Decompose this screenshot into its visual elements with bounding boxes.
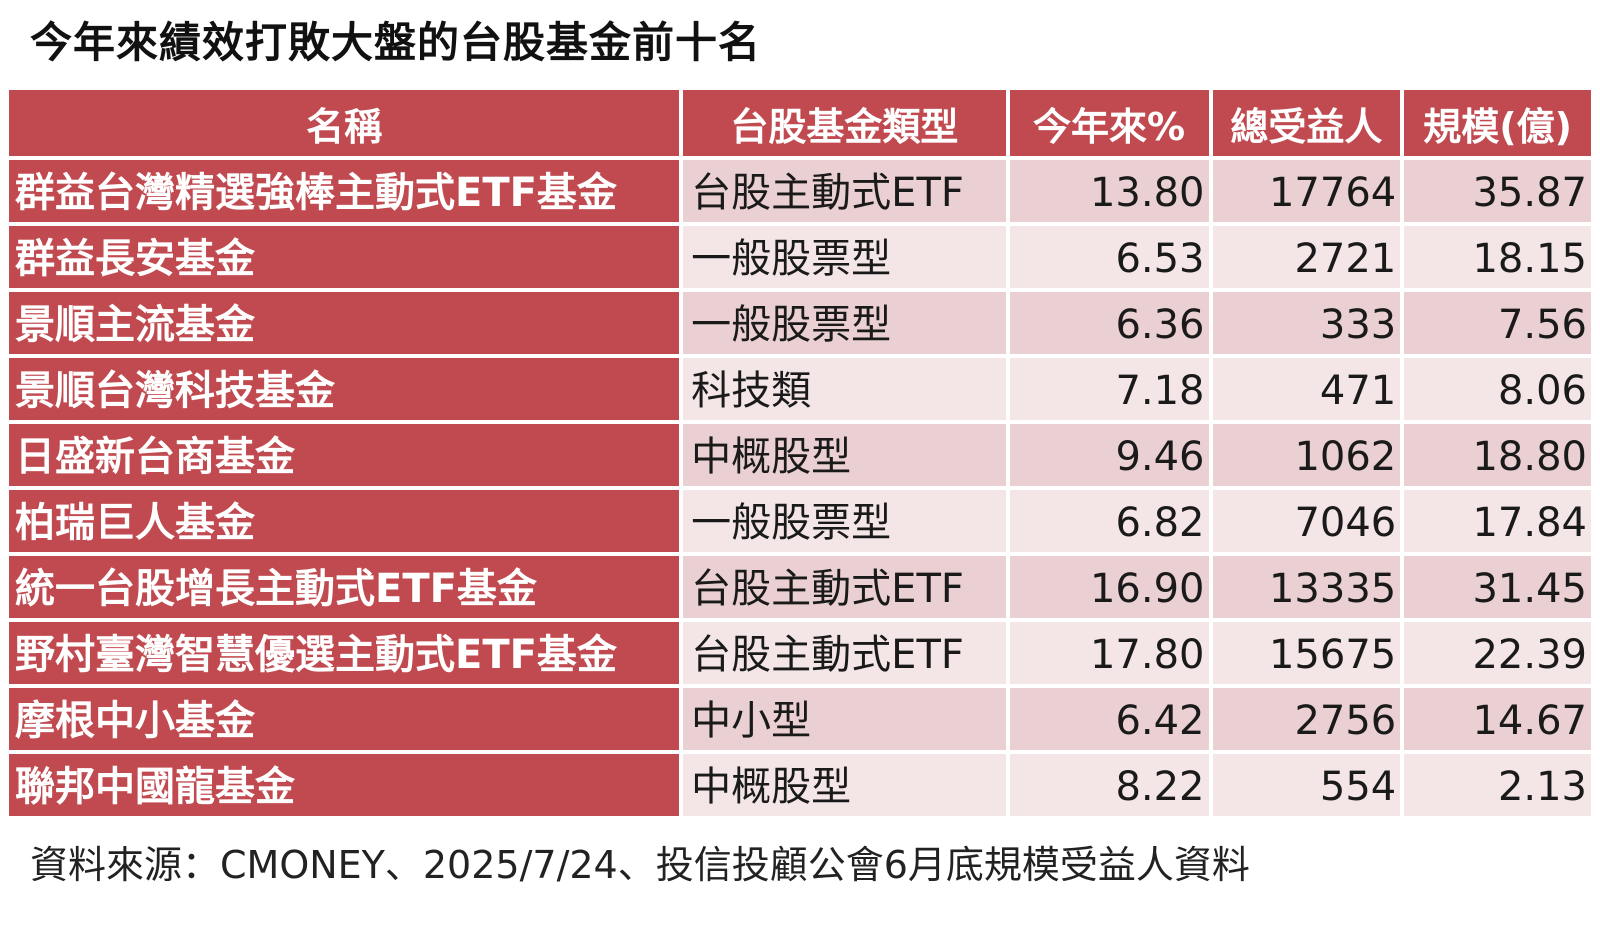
- size-cell: 18.15: [1400, 222, 1595, 292]
- size-cell: 2.13: [1400, 750, 1595, 820]
- table-row: 群益台灣精選強棒主動式ETF基金 台股主動式ETF 13.80 17764 35…: [4, 156, 1595, 226]
- fund-type-cell: 中小型: [679, 684, 1010, 754]
- fund-type-cell: 一般股票型: [679, 486, 1010, 556]
- table-row: 柏瑞巨人基金 一般股票型 6.82 7046 17.84: [4, 486, 1595, 556]
- holders-cell: 13335: [1208, 552, 1405, 622]
- fund-name-cell: 景順主流基金: [4, 288, 684, 358]
- size-cell: 22.39: [1400, 618, 1595, 688]
- fund-type-cell: 中概股型: [679, 750, 1010, 820]
- table-row: 統一台股增長主動式ETF基金 台股主動式ETF 16.90 13335 31.4…: [4, 552, 1595, 622]
- size-cell: 18.80: [1400, 420, 1595, 490]
- fund-type-cell: 一般股票型: [679, 288, 1010, 358]
- size-cell: 8.06: [1400, 354, 1595, 424]
- column-header-type: 台股基金類型: [679, 86, 1010, 160]
- holders-cell: 1062: [1208, 420, 1405, 490]
- column-header-ytd: 今年來%: [1005, 86, 1213, 160]
- table-row: 日盛新台商基金 中概股型 9.46 1062 18.80: [4, 420, 1595, 490]
- source-note: 資料來源：CMONEY、2025/7/24、投信投顧公會6月底規模受益人資料: [30, 843, 1250, 887]
- size-cell: 17.84: [1400, 486, 1595, 556]
- size-cell: 35.87: [1400, 156, 1595, 226]
- fund-name-cell: 統一台股增長主動式ETF基金: [4, 552, 684, 622]
- ytd-cell: 9.46: [1005, 420, 1213, 490]
- fund-type-cell: 一般股票型: [679, 222, 1010, 292]
- table-row: 群益長安基金 一般股票型 6.53 2721 18.15: [4, 222, 1595, 292]
- fund-name-cell: 野村臺灣智慧優選主動式ETF基金: [4, 618, 684, 688]
- fund-type-cell: 台股主動式ETF: [679, 618, 1010, 688]
- ytd-cell: 6.36: [1005, 288, 1213, 358]
- holders-cell: 333: [1208, 288, 1405, 358]
- holders-cell: 471: [1208, 354, 1405, 424]
- size-cell: 7.56: [1400, 288, 1595, 358]
- ytd-cell: 16.90: [1005, 552, 1213, 622]
- fund-ranking-table: 名稱 台股基金類型 今年來% 總受益人 規模(億) 群益台灣精選強棒主動式ETF…: [4, 86, 1595, 820]
- holders-cell: 15675: [1208, 618, 1405, 688]
- fund-name-cell: 摩根中小基金: [4, 684, 684, 754]
- size-cell: 14.67: [1400, 684, 1595, 754]
- ytd-cell: 6.53: [1005, 222, 1213, 292]
- table-row: 景順主流基金 一般股票型 6.36 333 7.56: [4, 288, 1595, 358]
- fund-name-cell: 日盛新台商基金: [4, 420, 684, 490]
- holders-cell: 17764: [1208, 156, 1405, 226]
- fund-name-cell: 群益台灣精選強棒主動式ETF基金: [4, 156, 684, 226]
- ytd-cell: 7.18: [1005, 354, 1213, 424]
- table-header-row: 名稱 台股基金類型 今年來% 總受益人 規模(億): [4, 86, 1595, 160]
- table-row: 聯邦中國龍基金 中概股型 8.22 554 2.13: [4, 750, 1595, 820]
- table-row: 景順台灣科技基金 科技類 7.18 471 8.06: [4, 354, 1595, 424]
- fund-name-cell: 柏瑞巨人基金: [4, 486, 684, 556]
- fund-type-cell: 科技類: [679, 354, 1010, 424]
- holders-cell: 554: [1208, 750, 1405, 820]
- fund-type-cell: 台股主動式ETF: [679, 552, 1010, 622]
- table-row: 摩根中小基金 中小型 6.42 2756 14.67: [4, 684, 1595, 754]
- ytd-cell: 6.82: [1005, 486, 1213, 556]
- size-cell: 31.45: [1400, 552, 1595, 622]
- holders-cell: 7046: [1208, 486, 1405, 556]
- table-row: 野村臺灣智慧優選主動式ETF基金 台股主動式ETF 17.80 15675 22…: [4, 618, 1595, 688]
- ytd-cell: 13.80: [1005, 156, 1213, 226]
- column-header-size: 規模(億): [1400, 86, 1595, 160]
- column-header-name: 名稱: [4, 86, 684, 160]
- fund-type-cell: 台股主動式ETF: [679, 156, 1010, 226]
- holders-cell: 2756: [1208, 684, 1405, 754]
- ytd-cell: 6.42: [1005, 684, 1213, 754]
- page-title: 今年來績效打敗大盤的台股基金前十名: [30, 18, 762, 67]
- ytd-cell: 17.80: [1005, 618, 1213, 688]
- ytd-cell: 8.22: [1005, 750, 1213, 820]
- holders-cell: 2721: [1208, 222, 1405, 292]
- fund-name-cell: 景順台灣科技基金: [4, 354, 684, 424]
- column-header-holders: 總受益人: [1208, 86, 1405, 160]
- fund-name-cell: 聯邦中國龍基金: [4, 750, 684, 820]
- fund-name-cell: 群益長安基金: [4, 222, 684, 292]
- fund-type-cell: 中概股型: [679, 420, 1010, 490]
